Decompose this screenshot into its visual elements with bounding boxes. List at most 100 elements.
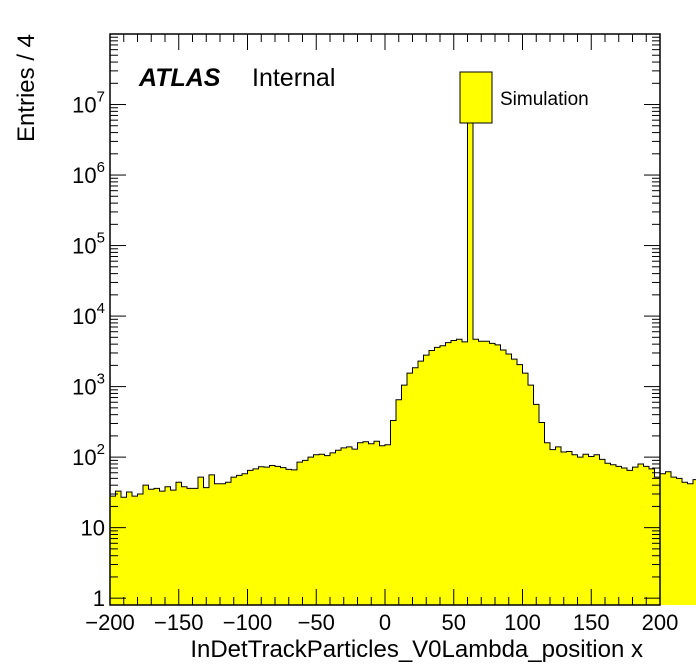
histogram-bar	[137, 493, 144, 605]
histogram-bar	[187, 488, 193, 605]
histogram-bar	[577, 457, 584, 605]
histogram-bar	[220, 483, 226, 605]
histogram-bar	[115, 491, 122, 605]
histogram-bar	[473, 339, 479, 605]
y-tick-label: 106	[72, 159, 105, 188]
histogram-bar	[555, 446, 562, 605]
histogram-bar	[445, 342, 452, 605]
histogram-bar	[352, 449, 358, 605]
histogram-bar	[148, 489, 155, 605]
internal-label: Internal	[252, 64, 335, 92]
histogram-bar	[401, 385, 408, 605]
y-tick-label: 105	[72, 230, 105, 259]
histogram-bar	[247, 470, 254, 605]
histogram-bar	[440, 345, 446, 605]
histogram-bar	[489, 343, 496, 605]
histogram-bar	[627, 470, 633, 605]
histogram-bar	[511, 359, 518, 605]
histogram-bar	[500, 350, 507, 605]
histogram-bar	[572, 454, 578, 605]
histogram-bar	[126, 492, 133, 605]
x-tick-label: −100	[223, 610, 273, 635]
histogram-bar	[517, 364, 523, 605]
histogram-bar	[374, 441, 380, 605]
histogram-bar	[423, 355, 430, 605]
histogram-bar	[313, 454, 320, 605]
histogram-bar	[616, 466, 622, 605]
y-tick-label: 103	[72, 371, 105, 400]
x-axis-title: InDetTrackParticles_V0Lambda_position x	[190, 636, 643, 663]
histogram-bar	[660, 473, 666, 605]
x-tick-labels: −200 −150 −100 −50 0 50 100 150 200	[85, 610, 678, 635]
x-tick-label: 150	[573, 610, 610, 635]
histogram-bar	[346, 446, 353, 605]
plot-frame	[109, 33, 661, 606]
x-tick-label: −50	[298, 610, 335, 635]
histogram-bar	[143, 485, 149, 605]
y-tick-labels: 1 10 102 103 104 105 106 107	[72, 89, 105, 612]
histogram-bar	[297, 462, 303, 605]
histogram-bar	[594, 454, 600, 605]
x-tick-label: 50	[442, 610, 466, 635]
histogram-bar	[231, 477, 237, 605]
histogram-outline	[110, 121, 696, 498]
y-tick-label: 102	[72, 441, 105, 470]
histogram-bar	[550, 449, 556, 605]
histogram-bar	[280, 467, 287, 605]
histogram-bar	[291, 469, 298, 605]
histogram-bar	[275, 466, 281, 605]
histogram-bar	[407, 373, 413, 605]
legend-swatch	[459, 71, 493, 124]
histogram-bar	[181, 486, 188, 605]
histogram-bar	[390, 420, 397, 605]
histogram-bar	[368, 443, 375, 605]
x-tick-label: 100	[504, 610, 541, 635]
histogram-bar	[121, 497, 127, 605]
histogram-bar	[264, 467, 270, 605]
histogram-bar	[341, 447, 347, 605]
histogram-bar	[357, 442, 364, 605]
histogram-bar	[610, 464, 617, 605]
histogram-bars	[110, 121, 696, 606]
histogram-bar	[110, 496, 116, 605]
histogram-bar	[159, 491, 166, 605]
histogram-bar	[176, 482, 182, 605]
histogram-bar	[154, 488, 160, 605]
histogram-bar	[269, 465, 276, 605]
y-tick-label: 1	[93, 586, 105, 611]
histogram-bar	[654, 477, 661, 605]
histogram-bar	[533, 404, 540, 605]
histogram-bar	[324, 455, 331, 605]
histogram-bar	[225, 482, 232, 605]
atlas-label: ATLAS	[138, 64, 221, 92]
y-axis-title: Entries / 4	[13, 34, 40, 142]
histogram-bar	[451, 340, 457, 605]
histogram-bar	[632, 467, 639, 605]
histogram-bar	[258, 466, 265, 605]
histogram-bar	[649, 468, 655, 605]
histogram-bar	[682, 482, 688, 605]
histogram-bar	[308, 457, 314, 605]
histogram-bar	[434, 347, 441, 605]
histogram-bar	[335, 450, 342, 605]
y-tick-label: 104	[72, 300, 105, 329]
histogram-bar	[528, 385, 534, 605]
x-tick-label: −200	[85, 610, 135, 635]
histogram-bar	[396, 399, 402, 605]
histogram-bar	[198, 477, 204, 605]
x-tick-label: 0	[379, 610, 391, 635]
histogram-bar	[643, 466, 650, 605]
histogram-bar	[605, 463, 611, 605]
histogram-bar	[561, 452, 567, 605]
histogram-bar	[253, 468, 259, 605]
histogram-bar	[484, 341, 490, 605]
histogram-bar	[478, 341, 485, 605]
histogram-bar	[671, 477, 677, 605]
histogram-bar	[209, 474, 215, 605]
histogram-bar	[638, 463, 644, 605]
histogram-bar	[544, 442, 551, 605]
histogram-bar	[539, 422, 545, 605]
histogram-bar	[236, 475, 243, 605]
histogram-bar	[330, 452, 336, 605]
histogram-bar	[665, 471, 672, 605]
